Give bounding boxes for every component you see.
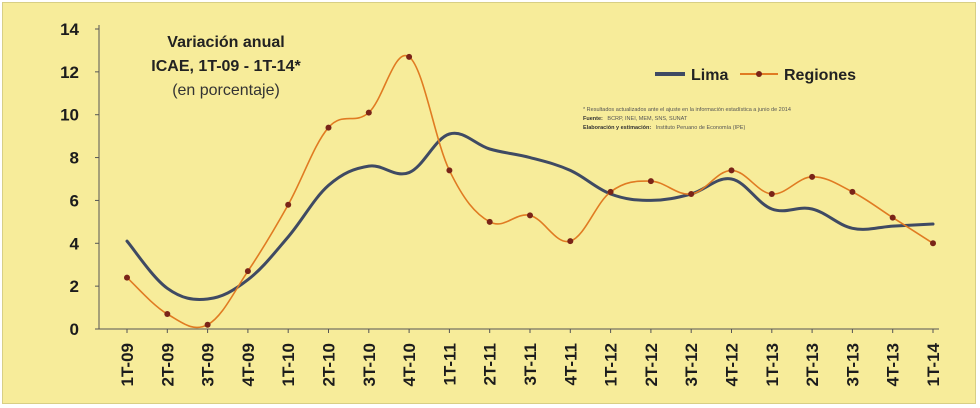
x-tick-label: 3T-12 [682, 343, 701, 386]
x-tick-label: 2T-13 [803, 343, 822, 386]
y-tick-label: 10 [60, 106, 79, 125]
chart-title-line2: ICAE, 1T-09 - 1T-14* [151, 58, 301, 75]
x-tick-label: 1T-11 [440, 343, 459, 386]
x-tick-label: 4T-10 [400, 343, 419, 386]
x-tick-label: 2T-11 [481, 343, 500, 386]
line-chart: 0 2 4 6 8 10 12 14 1T-09 2T-09 3T-09 4T-09 1T-10 2T-… [60, 20, 943, 386]
data-point-regiones [406, 53, 413, 60]
footnote-line-1: * Resultados actualizados ante el ajuste… [583, 107, 791, 113]
y-tick-label: 4 [70, 234, 80, 253]
x-tick-label: 1T-10 [279, 343, 298, 386]
chart-frame: 0 2 4 6 8 10 12 14 1T-09 2T-09 3T-09 4T-09 1T-10 2T-… [2, 2, 976, 404]
x-tick-label: 1T-14 [924, 342, 943, 386]
data-point-regiones [285, 201, 292, 208]
x-tick-label: 4T-11 [561, 343, 580, 386]
x-tick-label: 4T-13 [884, 343, 903, 386]
x-tick-label: 2T-09 [158, 343, 177, 386]
x-tick-label: 4T-12 [723, 343, 742, 386]
footnote-elaboration-label: Elaboración y estimación: [583, 125, 651, 131]
data-point-regiones [728, 167, 735, 174]
data-point-regiones [244, 268, 251, 275]
data-point-regiones [164, 311, 171, 317]
chart-title-block: Variación anual ICAE, 1T-09 - 1T-14* (en… [151, 34, 301, 99]
data-point-regiones [365, 109, 372, 116]
data-point-regiones [930, 240, 936, 247]
x-tick-label: 3T-11 [521, 343, 540, 386]
x-tick-label: 1T-12 [602, 343, 621, 386]
legend-marker-regiones [756, 71, 762, 77]
footnote-line-2: Fuente: BCRP, INEI, MEM, SNS, SUNAT [583, 116, 688, 122]
data-point-regiones [768, 191, 775, 197]
data-point-regiones [809, 173, 816, 180]
footnote: * Resultados actualizados ante el ajuste… [583, 107, 791, 131]
data-point-regiones [607, 188, 614, 195]
x-tick-label: 4T-09 [239, 343, 258, 386]
data-point-regiones [647, 178, 654, 185]
y-tick-label: 2 [70, 277, 79, 296]
footnote-source-label: Fuente: [583, 116, 603, 122]
y-axis-ticks: 0 2 4 6 8 10 12 14 [60, 20, 99, 339]
data-point-regiones [204, 321, 211, 328]
legend: Lima Regiones [655, 67, 856, 84]
footnote-line-3: Elaboración y estimación: Instituto Peru… [583, 125, 745, 131]
chart-title: Variación anual [167, 34, 284, 51]
footnote-elaboration-text: Instituto Peruano de Economía (IPE) [656, 125, 746, 131]
legend-label-regiones: Regiones [784, 67, 856, 84]
x-tick-label: 2T-12 [642, 343, 661, 386]
data-point-regiones [325, 124, 332, 131]
x-tick-label: 1T-13 [763, 343, 782, 386]
y-tick-label: 6 [70, 191, 79, 210]
x-tick-label: 3T-09 [199, 343, 218, 386]
y-tick-label: 14 [60, 20, 79, 39]
series-line-lima [125, 131, 935, 301]
legend-label-lima: Lima [691, 67, 728, 84]
data-point-regiones [567, 238, 574, 245]
data-point-regiones [446, 167, 453, 174]
x-tick-label: 1T-09 [118, 343, 137, 386]
x-tick-label: 3T-13 [843, 343, 862, 386]
x-tick-label: 2T-10 [320, 343, 339, 386]
footnote-source-text: BCRP, INEI, MEM, SNS, SUNAT [607, 116, 688, 122]
x-tick-label: 3T-10 [360, 343, 379, 386]
data-point-regiones [486, 218, 493, 225]
y-tick-label: 8 [70, 149, 79, 168]
x-axis-ticks: 1T-09 2T-09 3T-09 4T-09 1T-10 2T-10 3T-10 4T-10… [118, 329, 943, 386]
y-tick-label: 12 [60, 63, 79, 82]
data-point-regiones [688, 191, 695, 197]
y-tick-label: 0 [70, 320, 79, 339]
data-point-regiones [124, 274, 130, 281]
chart-subtitle: (en porcentaje) [172, 82, 280, 99]
series-line-regiones [126, 54, 934, 329]
data-point-regiones [889, 214, 896, 221]
data-point-regiones [849, 188, 856, 195]
data-point-regiones [527, 212, 533, 219]
axes [98, 25, 939, 330]
series-group [124, 53, 936, 329]
